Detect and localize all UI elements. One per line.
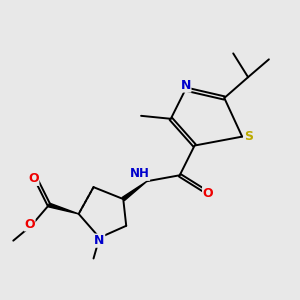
Text: NH: NH (130, 167, 149, 180)
Polygon shape (48, 203, 79, 214)
Text: O: O (24, 218, 35, 231)
Text: O: O (202, 187, 213, 200)
Text: O: O (28, 172, 39, 185)
Text: S: S (244, 130, 253, 143)
Text: N: N (94, 234, 105, 247)
Polygon shape (122, 181, 147, 201)
Text: N: N (181, 79, 191, 92)
